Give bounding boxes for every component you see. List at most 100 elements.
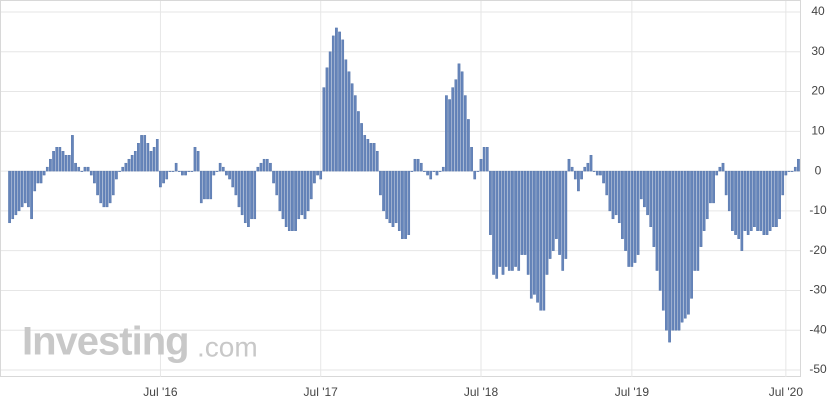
bar xyxy=(658,170,662,291)
bar xyxy=(149,151,153,172)
bar xyxy=(140,135,143,172)
bar xyxy=(379,170,382,196)
bar xyxy=(221,166,225,172)
bar xyxy=(768,170,772,231)
bar xyxy=(542,170,546,311)
bars xyxy=(8,27,800,343)
bar xyxy=(300,170,304,216)
bar xyxy=(360,123,363,172)
y-tick-label: 30 xyxy=(811,44,825,58)
bar xyxy=(665,170,668,331)
bar xyxy=(677,170,681,331)
bar xyxy=(435,170,439,176)
bar xyxy=(793,166,797,172)
bar xyxy=(58,147,62,172)
bar xyxy=(67,154,71,172)
bar xyxy=(784,170,788,176)
bar xyxy=(734,170,737,235)
bar xyxy=(391,170,395,228)
bar xyxy=(718,166,722,172)
bar xyxy=(14,170,18,216)
bar xyxy=(514,170,517,267)
x-tick-label: Jul '18 xyxy=(464,385,499,399)
x-tick-label: Jul '17 xyxy=(304,385,339,399)
bar xyxy=(193,147,197,172)
bar xyxy=(375,151,379,172)
bar xyxy=(181,170,184,176)
bar xyxy=(199,170,203,204)
watermark-suffix: .com xyxy=(197,331,258,362)
bar xyxy=(303,170,307,220)
bar xyxy=(548,170,552,259)
bar xyxy=(121,166,125,172)
bar xyxy=(668,170,671,343)
bar xyxy=(372,143,376,172)
bar xyxy=(438,170,442,172)
bar xyxy=(687,170,690,315)
bar xyxy=(388,170,392,224)
bar xyxy=(746,170,750,235)
bar xyxy=(250,170,253,220)
bar xyxy=(652,170,656,247)
plot-frame xyxy=(0,0,801,377)
bar xyxy=(404,170,407,239)
bar xyxy=(265,158,269,172)
bar xyxy=(366,139,370,172)
bar xyxy=(495,170,499,279)
bar xyxy=(155,139,159,172)
bar xyxy=(23,170,27,204)
bar xyxy=(247,170,250,228)
bar xyxy=(234,170,238,196)
bar xyxy=(476,170,480,172)
bar xyxy=(489,170,492,235)
bar xyxy=(369,143,373,172)
bar xyxy=(419,162,423,172)
bar xyxy=(614,170,618,216)
bar xyxy=(460,71,464,172)
bar xyxy=(394,170,398,224)
y-tick-label: 10 xyxy=(811,124,825,138)
bar xyxy=(595,170,599,176)
bar xyxy=(448,99,451,172)
bar xyxy=(539,170,543,311)
bar xyxy=(45,166,49,172)
bar xyxy=(473,170,477,180)
bar xyxy=(753,170,756,228)
bar xyxy=(102,170,106,208)
bar xyxy=(341,39,345,172)
y-tick-label: -20 xyxy=(809,243,827,257)
bar xyxy=(457,63,461,172)
bar xyxy=(115,170,118,180)
y-tick-label: -50 xyxy=(809,362,827,376)
bar xyxy=(347,71,351,172)
bar xyxy=(17,170,21,212)
bar xyxy=(237,170,241,208)
bar xyxy=(165,170,169,180)
bar xyxy=(693,170,697,271)
bar xyxy=(353,95,357,172)
bar xyxy=(765,170,769,235)
bar xyxy=(498,170,502,267)
bar xyxy=(284,170,288,228)
bar xyxy=(454,79,458,172)
bar xyxy=(608,170,612,212)
bar xyxy=(146,143,150,172)
bar xyxy=(228,170,231,180)
y-tick-label: 0 xyxy=(815,163,822,177)
watermark: Investing xyxy=(22,320,189,364)
bar xyxy=(225,170,228,176)
bar xyxy=(306,170,310,212)
bar xyxy=(778,170,781,220)
bar xyxy=(203,170,206,200)
x-tick-label: Jul '16 xyxy=(143,385,178,399)
y-tick-label: 40 xyxy=(811,4,825,18)
bar xyxy=(551,170,555,251)
bar xyxy=(278,170,282,212)
bar xyxy=(479,158,483,172)
bar xyxy=(787,170,791,172)
bar xyxy=(42,170,46,176)
bar xyxy=(416,158,420,172)
bar xyxy=(124,162,128,172)
bar xyxy=(683,170,687,319)
bar xyxy=(580,170,583,180)
